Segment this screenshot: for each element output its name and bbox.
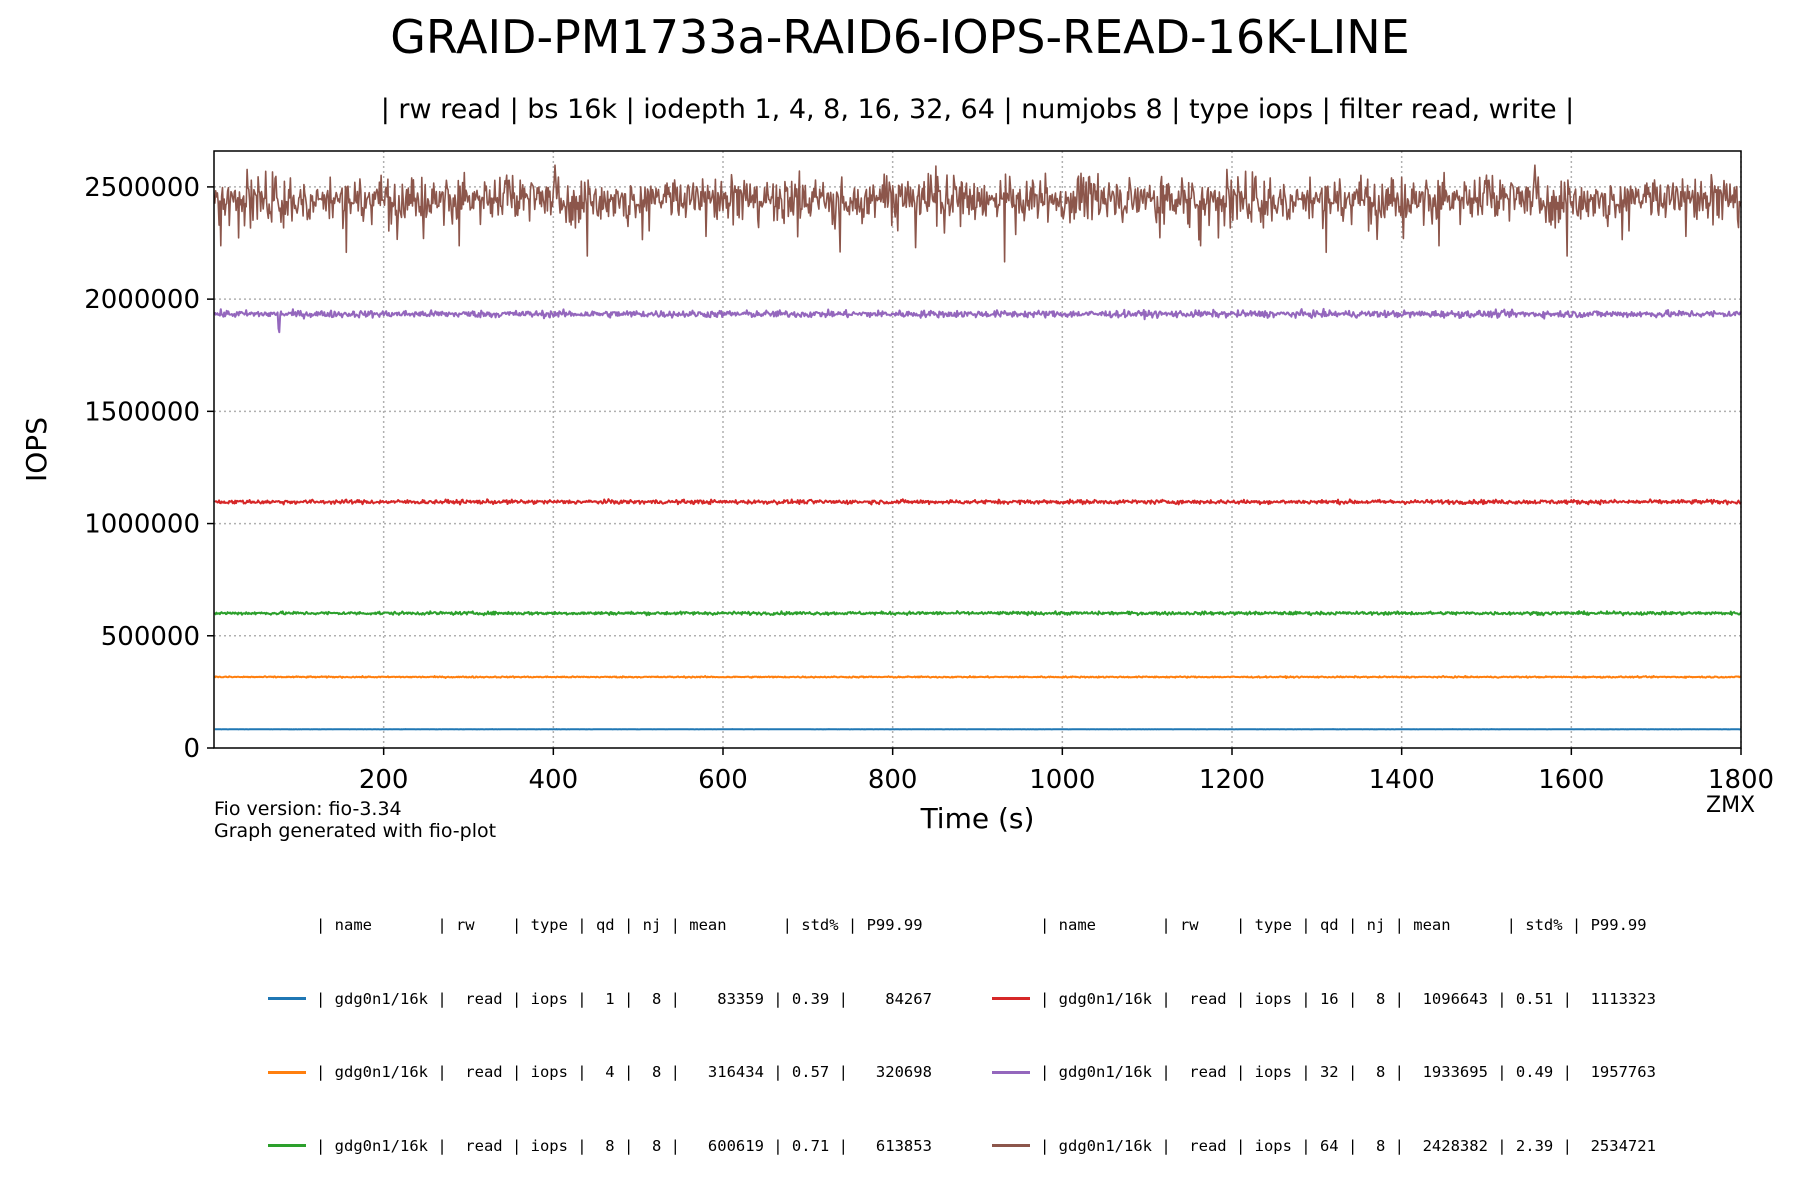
x-tick-label: 1200: [1199, 765, 1265, 795]
y-tick-label: 0: [183, 734, 200, 764]
line-chart: 200 400 600 800 1000 1200 1400 1600 1800 0 500000…: [0, 0, 1800, 1000]
series-line: [215, 165, 1741, 262]
y-axis-label: IOPS: [20, 417, 53, 482]
series-line: [215, 676, 1741, 678]
x-tick-label: 600: [698, 765, 748, 795]
y-tick-label: 500000: [101, 622, 200, 652]
legend-row: | gdg0n1/16k | read | iops | 4 | 8 | 316…: [268, 1060, 932, 1085]
x-tick-label: 400: [529, 765, 579, 795]
legend-table-left: | name | rw | type | qd | nj | mean | st…: [268, 864, 932, 1183]
y-tick-label: 1000000: [84, 510, 200, 540]
x-tick-label: 800: [868, 765, 918, 795]
legend-row: | gdg0n1/16k | read | iops | 8 | 8 | 600…: [268, 1134, 932, 1159]
x-tick-label: 200: [359, 765, 409, 795]
x-tick-label: 1600: [1538, 765, 1604, 795]
grid: [214, 151, 1741, 748]
y-tick-label: 1500000: [84, 397, 200, 427]
legend-header: | name | rw | type | qd | nj | mean | st…: [268, 913, 932, 938]
legend-row-text: | gdg0n1/16k | read | iops | 4 | 8 | 316…: [316, 1060, 932, 1085]
x-tick-label: 1400: [1369, 765, 1435, 795]
series-line: [215, 499, 1741, 504]
legend-row: | gdg0n1/16k | read | iops | 64 | 8 | 24…: [992, 1134, 1656, 1159]
x-axis: 200 400 600 800 1000 1200 1400 1600 1800: [359, 748, 1774, 795]
legend-header: | name | rw | type | qd | nj | mean | st…: [992, 913, 1656, 938]
watermark-text: ZMX: [1706, 793, 1755, 818]
legend-swatch: [992, 1144, 1030, 1147]
legend-row-text: | gdg0n1/16k | read | iops | 8 | 8 | 600…: [316, 1134, 932, 1159]
y-axis: 0 500000 1000000 1500000 2000000 2500000: [84, 173, 214, 764]
legend-swatch: [268, 1144, 306, 1147]
x-tick-label: 1800: [1708, 765, 1774, 795]
legend-table-right: | name | rw | type | qd | nj | mean | st…: [992, 864, 1656, 1183]
legend-header-text: | name | rw | type | qd | nj | mean | st…: [316, 913, 923, 938]
legend-swatch: [268, 1071, 306, 1074]
legend-row-text: | gdg0n1/16k | read | iops | 16 | 8 | 10…: [1040, 987, 1656, 1012]
y-tick-label: 2000000: [84, 285, 200, 315]
legend-swatch: [992, 1071, 1030, 1074]
legend-row-text: | gdg0n1/16k | read | iops | 1 | 8 | 833…: [316, 987, 932, 1012]
fio-version-note: Fio version: fio-3.34: [214, 798, 402, 820]
legend-row: | gdg0n1/16k | read | iops | 1 | 8 | 833…: [268, 987, 932, 1012]
y-tick-label: 2500000: [84, 173, 200, 203]
series-line: [215, 309, 1741, 332]
series-group: [215, 165, 1741, 729]
series-line: [215, 611, 1741, 615]
plot-frame: [214, 151, 1741, 748]
legend-row-text: | gdg0n1/16k | read | iops | 32 | 8 | 19…: [1040, 1060, 1656, 1085]
legend-header-text: | name | rw | type | qd | nj | mean | st…: [1040, 913, 1647, 938]
x-axis-label: Time (s): [920, 802, 1035, 835]
x-tick-label: 1000: [1029, 765, 1095, 795]
legend-row-text: | gdg0n1/16k | read | iops | 64 | 8 | 24…: [1040, 1134, 1656, 1159]
generated-note: Graph generated with fio-plot: [214, 820, 496, 842]
legend-row: | gdg0n1/16k | read | iops | 16 | 8 | 10…: [992, 987, 1656, 1012]
legend-row: | gdg0n1/16k | read | iops | 32 | 8 | 19…: [992, 1060, 1656, 1085]
